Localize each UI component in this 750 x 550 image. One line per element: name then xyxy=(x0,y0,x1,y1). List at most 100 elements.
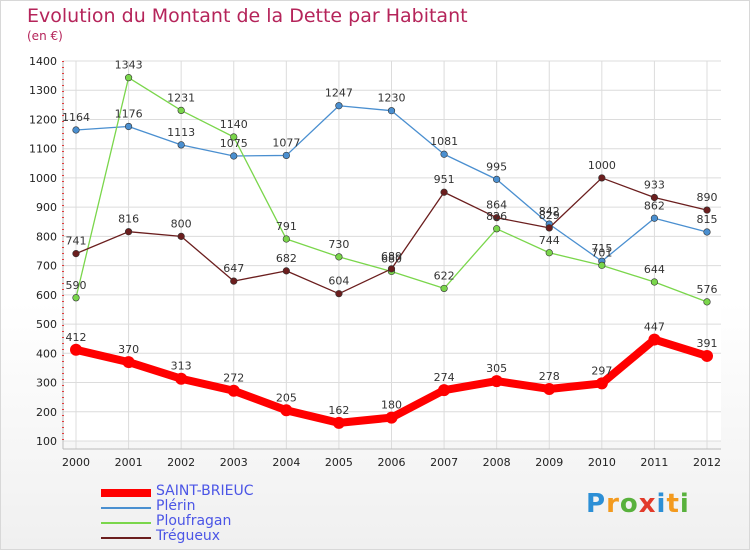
data-label: 447 xyxy=(644,321,665,334)
data-point xyxy=(701,349,713,362)
data-label: 890 xyxy=(697,191,718,204)
data-point xyxy=(703,228,711,236)
x-tick-label: 2000 xyxy=(62,456,90,469)
x-tick-label: 2012 xyxy=(693,456,721,469)
data-label: 829 xyxy=(539,209,560,222)
data-label: 1176 xyxy=(115,107,143,120)
x-tick-label: 2005 xyxy=(325,456,353,469)
data-label: 680 xyxy=(381,252,402,265)
data-label: 1077 xyxy=(272,136,300,149)
data-label: 701 xyxy=(591,246,612,259)
legend-swatch xyxy=(101,522,151,524)
y-tick-label: 800 xyxy=(36,230,57,243)
data-label: 933 xyxy=(644,179,665,192)
data-label: 274 xyxy=(434,371,455,384)
data-point xyxy=(177,141,185,149)
data-label: 1081 xyxy=(430,135,458,148)
data-point xyxy=(282,235,290,243)
data-point xyxy=(280,404,293,417)
data-label: 576 xyxy=(697,283,718,296)
y-tick-label: 400 xyxy=(36,347,57,360)
data-label: 744 xyxy=(539,234,560,247)
data-point xyxy=(545,224,553,232)
data-label: 313 xyxy=(171,360,192,373)
data-point xyxy=(595,377,608,390)
data-label: 1000 xyxy=(588,159,616,172)
data-label: 278 xyxy=(539,370,560,383)
data-label: 689 xyxy=(381,250,402,263)
data-label: 995 xyxy=(486,160,507,173)
data-label: 842 xyxy=(539,205,560,218)
data-label: 162 xyxy=(328,404,349,417)
data-point xyxy=(282,151,290,160)
data-point xyxy=(230,152,238,160)
data-label: 590 xyxy=(66,279,87,292)
data-label: 1164 xyxy=(62,111,90,124)
data-point xyxy=(282,267,290,275)
data-label: 730 xyxy=(328,238,349,251)
data-point xyxy=(335,253,343,261)
y-tick-label: 200 xyxy=(36,406,57,419)
data-point xyxy=(72,126,80,134)
data-point xyxy=(440,284,448,293)
legend-swatch xyxy=(101,537,151,539)
data-point xyxy=(490,375,503,388)
data-point xyxy=(440,150,448,158)
data-label: 1113 xyxy=(167,126,195,139)
x-tick-label: 2001 xyxy=(115,456,143,469)
data-label: 682 xyxy=(276,252,297,265)
data-label: 741 xyxy=(66,235,87,248)
data-point xyxy=(493,214,501,222)
data-point xyxy=(545,249,553,257)
data-label: 647 xyxy=(223,262,244,275)
data-label: 205 xyxy=(276,391,297,404)
y-tick-label: 1300 xyxy=(29,84,57,97)
proxiti-logo: Proxiti xyxy=(586,489,690,519)
legend-label: Plérin xyxy=(156,498,196,514)
data-label: 1231 xyxy=(167,91,195,104)
x-tick-label: 2011 xyxy=(640,456,668,469)
data-point xyxy=(650,278,659,286)
data-point xyxy=(543,382,556,395)
data-point xyxy=(440,188,448,196)
data-point xyxy=(332,416,345,429)
data-point xyxy=(598,174,606,182)
legend-label: Ploufragan xyxy=(156,513,232,529)
data-point xyxy=(387,107,396,115)
data-point xyxy=(387,265,396,273)
data-point xyxy=(650,193,659,202)
y-tick-label: 300 xyxy=(36,377,57,390)
data-label: 862 xyxy=(644,199,665,212)
x-tick-label: 2008 xyxy=(483,456,511,469)
data-point xyxy=(650,214,659,222)
y-tick-label: 700 xyxy=(36,260,57,273)
data-point xyxy=(648,333,661,346)
data-point xyxy=(124,122,133,131)
data-label: 800 xyxy=(171,217,192,230)
data-label: 1140 xyxy=(220,118,248,131)
x-tick-label: 2004 xyxy=(272,456,300,469)
data-point xyxy=(703,298,711,306)
data-point xyxy=(227,384,240,397)
y-tick-label: 900 xyxy=(36,201,57,214)
data-label: 1230 xyxy=(378,92,406,105)
data-point xyxy=(230,277,238,285)
data-label: 412 xyxy=(66,331,87,344)
chart-subtitle: (en €) xyxy=(27,29,63,43)
x-tick-label: 2010 xyxy=(588,456,616,469)
x-tick-label: 2002 xyxy=(167,456,195,469)
data-label: 297 xyxy=(591,364,612,377)
data-label: 951 xyxy=(434,173,455,186)
data-label: 180 xyxy=(381,399,402,412)
data-label: 1075 xyxy=(220,137,248,150)
data-point xyxy=(124,74,133,82)
data-point xyxy=(122,356,135,369)
data-point xyxy=(177,106,185,114)
data-label: 864 xyxy=(486,199,507,212)
y-tick-label: 1400 xyxy=(29,55,57,68)
y-tick-label: 1000 xyxy=(29,172,57,185)
data-label: 826 xyxy=(486,210,507,223)
data-point xyxy=(438,384,451,397)
